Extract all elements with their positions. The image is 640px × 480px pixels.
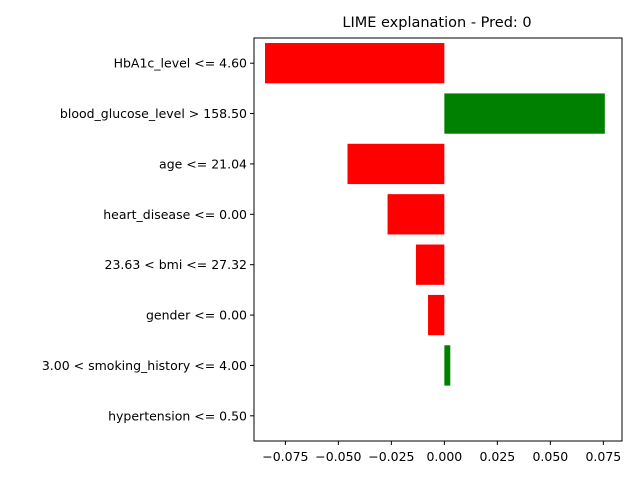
y-tick-label: 3.00 < smoking_history <= 4.00 <box>42 358 247 373</box>
bars-group <box>265 43 605 386</box>
x-tick-label: −0.025 <box>368 449 414 464</box>
x-tick-label: 0.025 <box>479 449 515 464</box>
y-tick-label: gender <= 0.00 <box>146 308 247 323</box>
bar-6 <box>428 294 445 336</box>
bar-2 <box>444 93 605 134</box>
y-tick-label: heart_disease <= 0.00 <box>103 207 247 222</box>
x-tick-label: 0.075 <box>585 449 621 464</box>
bar-1 <box>265 43 445 84</box>
plot-frame <box>253 37 623 442</box>
y-tick-label: age <= 21.04 <box>159 156 247 171</box>
x-tick-label: −0.075 <box>262 449 308 464</box>
y-tick-label: HbA1c_level <= 4.60 <box>114 56 247 71</box>
y-ticks-group: HbA1c_level <= 4.60 blood_glucose_level >… <box>42 56 254 423</box>
bar-4 <box>387 194 445 235</box>
chart-title: LIME explanation - Pred: 0 <box>342 15 531 31</box>
y-tick-label: hypertension <= 0.50 <box>108 408 247 423</box>
y-tick-label: blood_glucose_level > 158.50 <box>60 106 247 121</box>
x-tick-label: 0.050 <box>532 449 568 464</box>
y-tick-label: 23.63 < bmi <= 27.32 <box>105 257 247 272</box>
bar-7 <box>444 345 451 386</box>
x-tick-label: 0.000 <box>426 449 462 464</box>
bar-3 <box>347 143 445 185</box>
x-ticks-group: −0.075 −0.050 −0.025 0.000 0.025 0.050 0.075 <box>262 441 621 464</box>
bar-5 <box>415 244 445 285</box>
x-tick-label: −0.050 <box>315 449 361 464</box>
